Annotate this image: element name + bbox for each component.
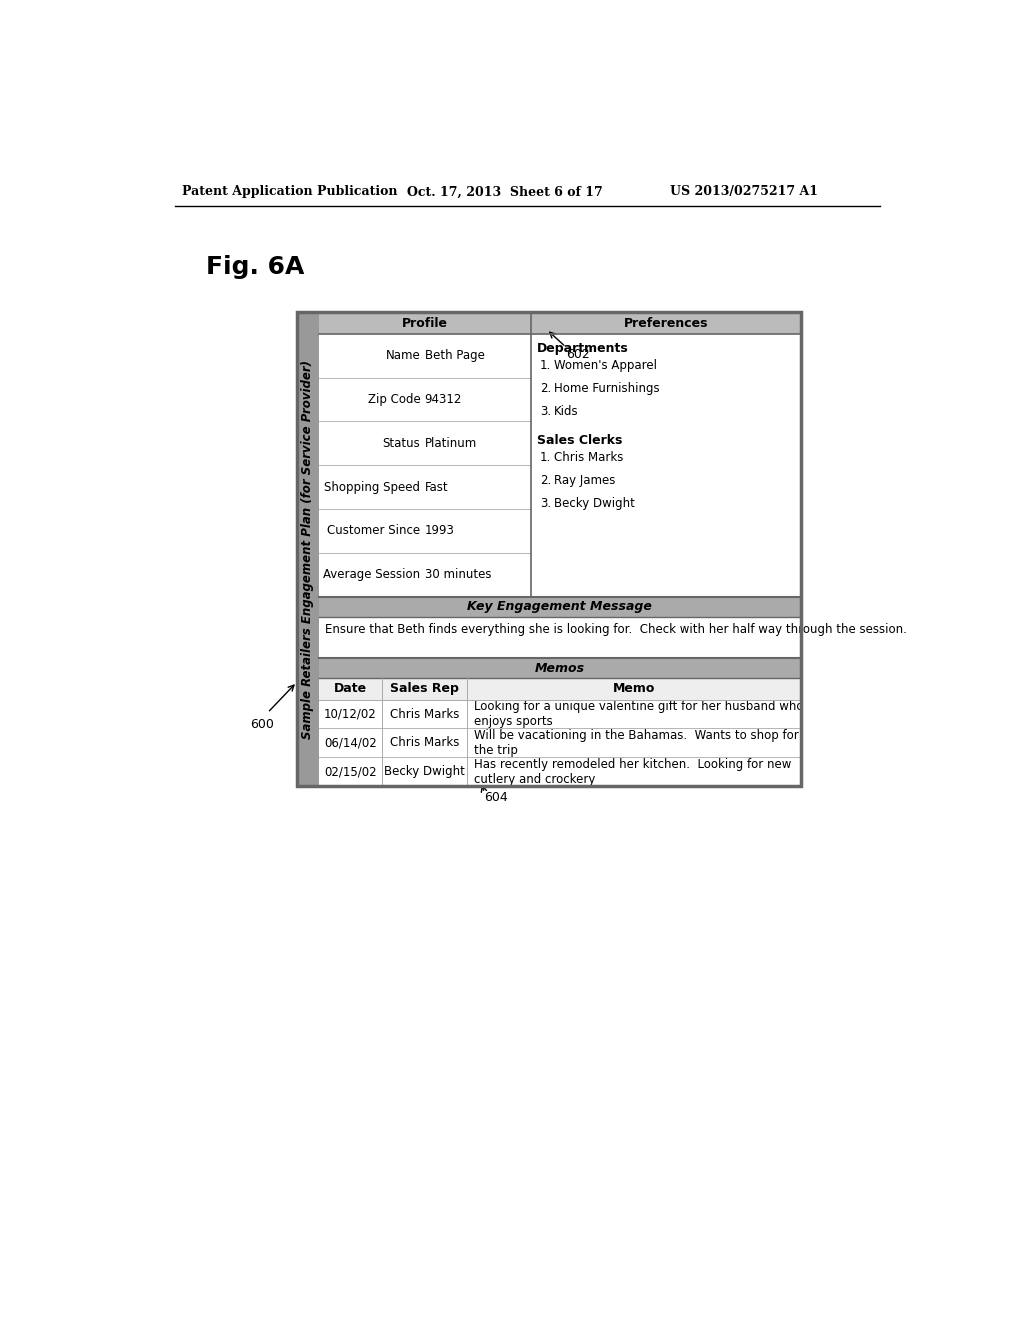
Text: 604: 604 [484, 791, 508, 804]
Text: Shopping Speed: Shopping Speed [325, 480, 421, 494]
Text: 10/12/02: 10/12/02 [324, 708, 377, 721]
Text: Departments: Departments [537, 342, 629, 355]
Text: Chris Marks: Chris Marks [390, 737, 460, 750]
Text: Patent Application Publication: Patent Application Publication [182, 185, 397, 198]
Text: 3.: 3. [540, 498, 551, 511]
Text: 94312: 94312 [425, 393, 462, 407]
Text: Home Furnishings: Home Furnishings [554, 381, 659, 395]
Text: 1.: 1. [540, 451, 551, 465]
Bar [318, 313, 530, 334]
Text: Looking for a unique valentine gift for her husband who
enjoys sports: Looking for a unique valentine gift for … [474, 700, 803, 729]
Text: Date: Date [334, 682, 367, 696]
Text: Kids: Kids [554, 405, 579, 418]
Text: Zip Code: Zip Code [368, 393, 421, 407]
Text: Chris Marks: Chris Marks [390, 708, 460, 721]
Text: 06/14/02: 06/14/02 [324, 737, 377, 750]
Text: Platinum: Platinum [425, 437, 477, 450]
Text: 2.: 2. [540, 474, 551, 487]
Text: Fast: Fast [425, 480, 449, 494]
Bar [297, 313, 801, 785]
Text: 1993: 1993 [425, 524, 455, 537]
Text: Average Session: Average Session [324, 568, 421, 581]
Text: 30 minutes: 30 minutes [425, 568, 492, 581]
Bar [530, 313, 801, 334]
Bar [318, 678, 801, 700]
Text: Will be vacationing in the Bahamas.  Wants to shop for
the trip: Will be vacationing in the Bahamas. Want… [474, 729, 799, 756]
Text: Profile: Profile [401, 317, 447, 330]
Text: 02/15/02: 02/15/02 [325, 766, 377, 777]
Bar [318, 597, 801, 616]
Text: Women's Apparel: Women's Apparel [554, 359, 657, 372]
Text: 602: 602 [566, 348, 590, 362]
Text: Key Engagement Message: Key Engagement Message [467, 601, 652, 612]
Text: Has recently remodeled her kitchen.  Looking for new
cutlery and crockery: Has recently remodeled her kitchen. Look… [474, 758, 791, 785]
Text: Memos: Memos [535, 661, 585, 675]
Text: Preferences: Preferences [624, 317, 708, 330]
Bar [297, 313, 318, 785]
Text: 1.: 1. [540, 359, 551, 372]
Text: Fig. 6A: Fig. 6A [206, 255, 304, 279]
Text: Becky Dwight: Becky Dwight [384, 766, 465, 777]
Text: Beth Page: Beth Page [425, 350, 484, 363]
Text: Status: Status [383, 437, 421, 450]
Text: Sample Retailers Engagement Plan (for Service Provider): Sample Retailers Engagement Plan (for Se… [301, 359, 314, 739]
Text: Oct. 17, 2013  Sheet 6 of 17: Oct. 17, 2013 Sheet 6 of 17 [407, 185, 603, 198]
Text: 3.: 3. [540, 405, 551, 418]
Text: 2.: 2. [540, 381, 551, 395]
Text: Name: Name [386, 350, 421, 363]
Text: Becky Dwight: Becky Dwight [554, 498, 635, 511]
Text: US 2013/0275217 A1: US 2013/0275217 A1 [671, 185, 818, 198]
Text: Chris Marks: Chris Marks [554, 451, 624, 465]
Text: Ray James: Ray James [554, 474, 615, 487]
Text: Sales Clerks: Sales Clerks [537, 434, 623, 447]
Text: 600: 600 [251, 718, 274, 731]
Bar [318, 659, 801, 678]
Text: Ensure that Beth finds everything she is looking for.  Check with her half way t: Ensure that Beth finds everything she is… [325, 623, 906, 636]
Text: Customer Since: Customer Since [328, 524, 421, 537]
Text: Sales Rep: Sales Rep [390, 682, 459, 696]
Text: Memo: Memo [613, 682, 655, 696]
